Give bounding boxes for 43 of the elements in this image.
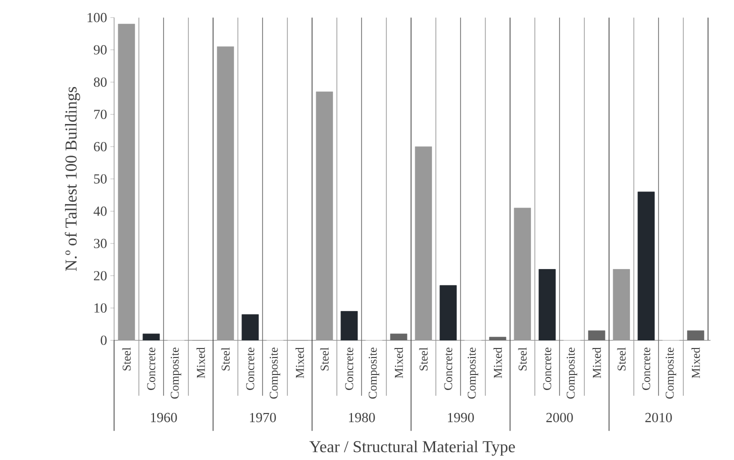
y-tick-label: 20 [94,270,107,280]
x-tick-label: Concrete [345,347,354,390]
y-tick-label: 10 [94,303,107,312]
x-tick-label: Composite [270,347,280,398]
x-tick-label: Composite [468,347,478,398]
x-tick-label: Steel [122,347,131,370]
x-tick-label: Concrete [246,347,254,390]
y-tick-label: 40 [94,206,107,216]
y-tick-label: 0 [100,335,107,345]
y-tick-label: 90 [94,44,107,54]
x-tick-label: Composite [368,347,380,398]
text: 1960 [151,412,177,422]
x-tick-label: Steel [320,347,329,370]
text: 1990 [448,412,474,422]
y-tick-label: 70 [94,109,107,119]
x-tick-label: Composite [666,347,676,398]
x-tick-label: Concrete [642,347,650,390]
text: 2010 [645,412,672,422]
text: 2000 [546,412,573,422]
x-tick-label: Concrete [444,347,452,390]
y-tick-label: 50 [94,174,107,184]
x-tick-label: Steel [221,347,230,370]
x-tick-label: Composite [566,347,578,398]
y-tick-label: 30 [94,238,107,248]
x-tick-label: Mixed [296,347,304,378]
x-tick-label: Mixed [592,347,601,378]
x-tick-label: Mixed [394,347,403,378]
text: 1970 [250,412,276,422]
x-tick-label: Concrete [147,347,156,390]
x-tick-label: Mixed [493,347,502,378]
x-tick-label: Steel [617,347,626,370]
x-tick-label: Mixed [196,347,205,378]
y-axis-title: N.º of Tallest 100 Buildings [64,86,80,271]
y-tick-label: 80 [94,77,107,87]
x-tick-label: Mixed [691,347,700,378]
x-tick-label: Composite [170,347,182,398]
x-tick-label: Concrete [543,347,552,390]
y-tick-label: 100 [88,12,107,22]
text: 1980 [348,412,375,422]
x-tick-label: Steel [419,347,428,370]
x-axis-title: Year / Structural Material Type [309,440,515,456]
x-tick-label: Steel [518,347,527,370]
y-tick-label: 60 [94,142,107,152]
